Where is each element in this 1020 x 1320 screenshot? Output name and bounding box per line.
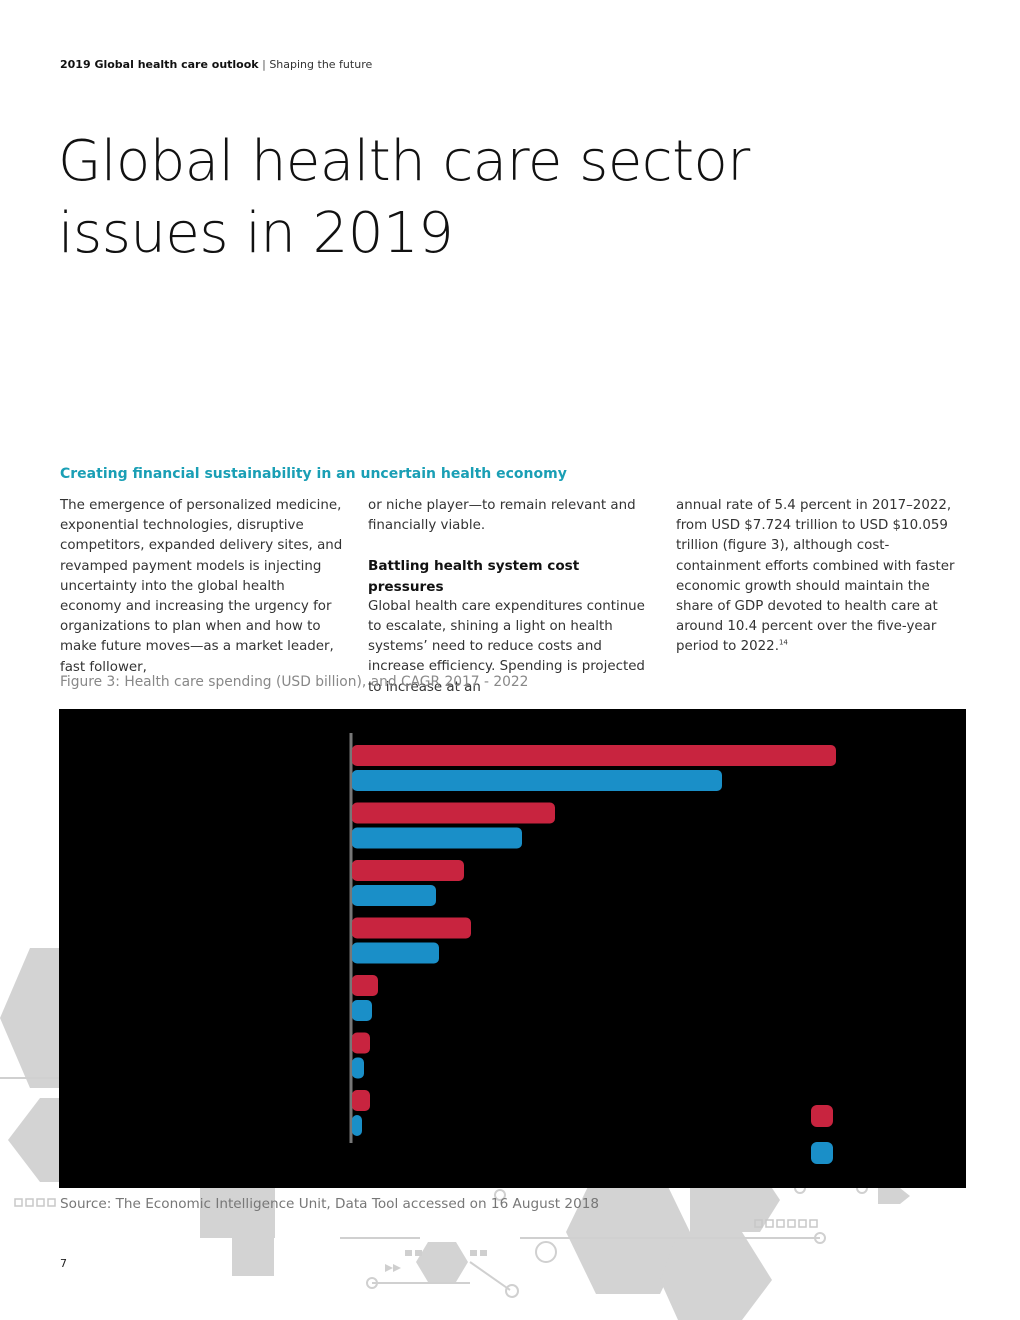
bar-series2-4 (352, 942, 439, 964)
paragraph: or niche player—to remain relevant and f… (368, 498, 636, 534)
bar-series1-3 (352, 860, 464, 881)
bar-series1-7 (352, 1090, 370, 1111)
bar-series2-5 (352, 1000, 372, 1021)
bar-series2-6 (352, 1057, 364, 1079)
paragraph: annual rate of 5.4 percent in 2017–2022,… (676, 496, 966, 658)
running-header: 2019 Global health care outlook | Shapin… (60, 58, 372, 71)
chart-container (59, 709, 966, 1188)
bar-series2-7 (352, 1115, 362, 1136)
page-number: 7 (60, 1257, 67, 1270)
bar-series2-3 (352, 885, 436, 906)
bar-series1-2 (352, 802, 555, 824)
subheading: Battling health system cost pressures (368, 558, 580, 595)
figure-caption: Figure 3: Health care spending (USD bill… (60, 674, 529, 690)
footnote-ref: 14 (778, 638, 788, 647)
page-title: Global health care sector issues in 2019 (58, 129, 750, 266)
bar-series1-5 (352, 975, 378, 996)
paragraph-text: annual rate of 5.4 percent in 2017–2022,… (676, 498, 955, 655)
text-column-1: The emergence of personalized medicine, … (60, 496, 350, 678)
paragraph: Global health care expenditures continue… (368, 598, 645, 695)
legend-swatch-2 (811, 1142, 833, 1164)
source-note: Source: The Economic Intelligence Unit, … (60, 1196, 600, 1212)
bar-series1-6 (352, 1032, 370, 1054)
bar-series1-1 (352, 745, 836, 766)
paragraph: The emergence of personalized medicine, … (60, 498, 343, 675)
section-heading: Creating financial sustainability in an … (60, 466, 567, 482)
report-subtitle: Shaping the future (269, 58, 373, 71)
bar-chart (349, 733, 836, 1164)
text-column-3: annual rate of 5.4 percent in 2017–2022,… (676, 496, 966, 658)
legend-swatch-1 (811, 1105, 833, 1127)
report-title: 2019 Global health care outlook (60, 58, 259, 71)
bar-series2-1 (352, 770, 722, 791)
header-separator: | (262, 58, 266, 71)
text-column-2: or niche player—to remain relevant and f… (368, 496, 658, 698)
bar-series1-4 (352, 917, 471, 939)
bar-series2-2 (352, 827, 522, 849)
